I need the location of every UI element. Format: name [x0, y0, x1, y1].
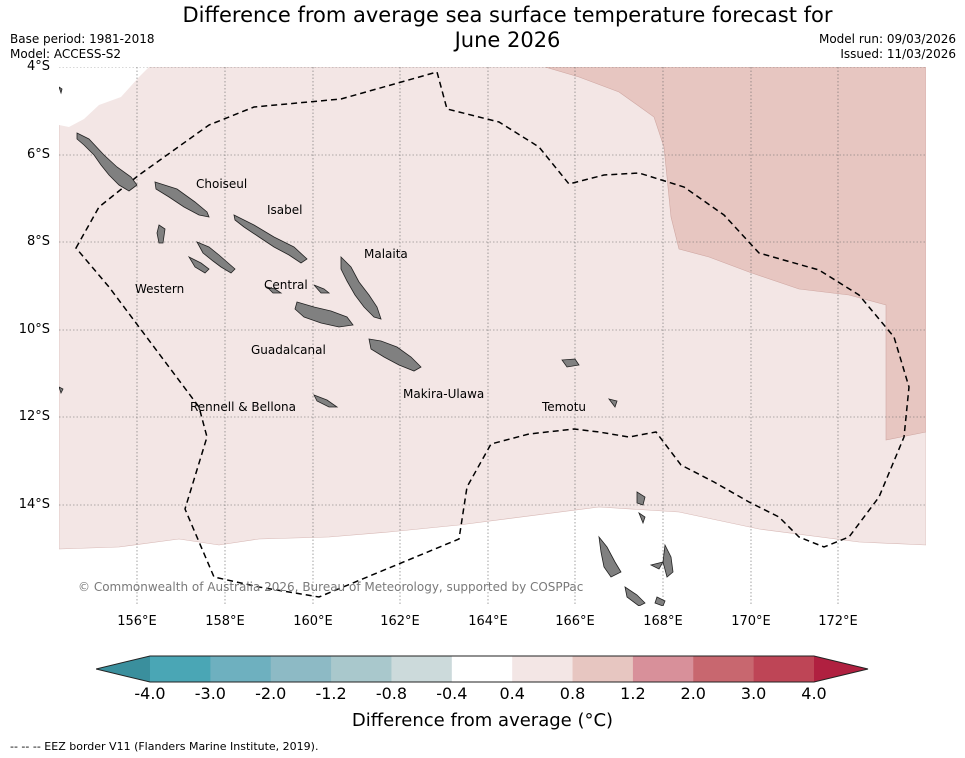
colorbar-segment — [693, 656, 755, 682]
island-new-georgia-1 — [156, 224, 166, 244]
island-vanuatu-4 — [649, 561, 664, 570]
island-new-georgia-3 — [187, 256, 210, 274]
moderate-anomaly-area — [544, 67, 926, 441]
meta-right: Model run: 09/03/2026 Issued: 11/03/2026 — [819, 32, 956, 62]
colorbar-tick-label: -1.2 — [315, 684, 347, 703]
lon-label: 160°E — [293, 614, 333, 629]
lon-label: 158°E — [205, 614, 245, 629]
region-label-isabel: Isabel — [267, 203, 303, 217]
title-line-1: Difference from average sea surface temp… — [182, 3, 833, 27]
colorbar — [95, 655, 871, 687]
island-makira — [368, 338, 422, 372]
lat-label: 14°S — [18, 497, 50, 512]
colorbar-tick-label: 0.8 — [559, 684, 586, 703]
lon-label: 164°E — [468, 614, 508, 629]
island-vanuatu-1 — [598, 535, 622, 578]
neutral-area-topleft — [59, 67, 149, 127]
colorbar-segments — [96, 656, 868, 682]
island-vanuatu-3 — [662, 543, 674, 578]
colorbar-tick-label: 1.2 — [620, 684, 646, 703]
land-masses — [59, 86, 674, 606]
colorbar-extend-low — [96, 656, 150, 682]
colorbar-outline — [95, 655, 869, 683]
colorbar-tick-label: 4.0 — [801, 684, 827, 703]
colorbar-extend-high — [814, 656, 868, 682]
colorbar-svg — [95, 655, 869, 683]
lon-label: 162°E — [380, 614, 420, 629]
region-label-guadalcanal: Guadalcanal — [251, 343, 326, 357]
lat-label: 8°S — [26, 234, 50, 249]
island-new-georgia-2 — [196, 241, 236, 274]
island-rennell — [313, 394, 339, 408]
island-russell — [313, 284, 331, 294]
colorbar-tick-label: -3.0 — [194, 684, 226, 703]
eez-legend: -- -- -- EEZ border V11 (Flanders Marine… — [10, 740, 319, 753]
region-label-malaita: Malaita — [364, 247, 408, 261]
lat-label: 4°S — [26, 59, 50, 74]
lat-label: 10°S — [18, 322, 50, 337]
issued-date: Issued: 11/03/2026 — [840, 47, 956, 61]
colorbar-tick-label: -0.8 — [375, 684, 408, 703]
colorbar-tick-label: -4.0 — [134, 684, 166, 703]
colorbar-tick-label: -0.4 — [436, 684, 468, 703]
model-name: Model: ACCESS-S2 — [10, 47, 122, 61]
title-line-2: June 2026 — [454, 28, 561, 52]
region-label-makira: Makira-Ulawa — [403, 387, 485, 401]
colorbar-segment — [391, 656, 453, 682]
model-run: Model run: 09/03/2026 — [818, 32, 956, 46]
copyright-notice: © Commonwealth of Australia 2026, Bureau… — [78, 580, 584, 594]
region-label-western: Western — [135, 282, 185, 296]
eez-border — [75, 71, 910, 598]
island-western-main — [76, 132, 138, 192]
colorbar-segment — [331, 656, 392, 682]
map-canvas: Choiseul Isabel Malaita Western Central … — [59, 67, 926, 606]
colorbar-segment — [512, 656, 574, 682]
island-temotu-1 — [561, 358, 580, 368]
region-label-rennell: Rennell & Bellona — [190, 400, 297, 414]
grid-lines — [59, 67, 926, 606]
colorbar-segment — [753, 656, 815, 682]
island-central — [265, 286, 283, 294]
lon-label: 170°E — [731, 614, 771, 629]
colorbar-segment — [150, 656, 211, 682]
island-malaita — [340, 256, 382, 320]
colorbar-segment — [451, 656, 513, 682]
lon-label: 168°E — [643, 614, 683, 629]
map-title: Difference from average sea surface temp… — [150, 3, 865, 53]
island-misc-1 — [59, 86, 63, 95]
island-vanuatu-5 — [624, 586, 646, 606]
colorbar-segment — [270, 656, 332, 682]
base-period: Base period: 1981-2018 — [10, 32, 155, 46]
island-vanuatu-2 — [636, 491, 646, 506]
region-label-central: Central — [264, 278, 308, 292]
colorbar-tick-label: 2.0 — [680, 684, 706, 703]
island-guadalcanal — [294, 301, 354, 328]
colorbar-segment — [632, 656, 694, 682]
colorbar-tick-label: 3.0 — [740, 684, 767, 703]
lon-label: 172°E — [818, 614, 858, 629]
lon-label: 166°E — [555, 614, 595, 629]
colorbar-title: Difference from average (°C) — [351, 710, 614, 731]
lat-label: 6°S — [26, 147, 50, 162]
region-label-choiseul: Choiseul — [196, 177, 248, 191]
island-choiseul — [154, 181, 210, 218]
map-svg — [59, 67, 926, 606]
colorbar-tick-label: 0.4 — [499, 684, 525, 703]
colorbar-tick-label: -2.0 — [255, 684, 287, 703]
lon-label: 156°E — [117, 614, 157, 629]
island-temotu-2 — [608, 398, 618, 408]
region-label-temotu: Temotu — [542, 400, 587, 414]
lat-label: 12°S — [18, 409, 50, 424]
island-isabel — [233, 214, 308, 264]
island-vanuatu-6 — [654, 596, 666, 606]
colorbar-segment — [572, 656, 634, 682]
island-vanuatu-7 — [638, 511, 646, 525]
meta-left: Base period: 1981-2018 Model: ACCESS-S2 — [10, 32, 155, 62]
colorbar-segment — [210, 656, 272, 682]
island-misc-2 — [59, 386, 64, 395]
